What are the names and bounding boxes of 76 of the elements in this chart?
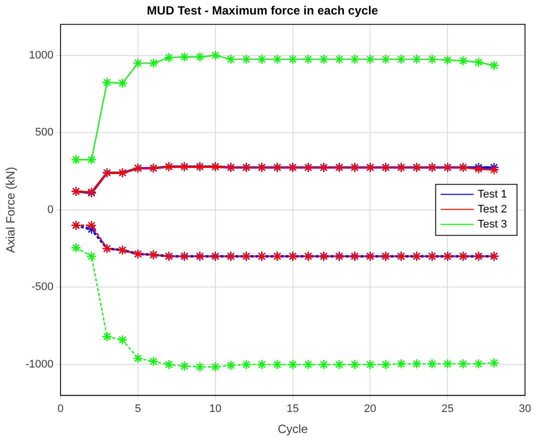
legend-label: Test 2 [478, 203, 508, 216]
point [380, 54, 391, 64]
point [179, 360, 190, 372]
point [256, 359, 267, 370]
point [102, 332, 112, 342]
point [132, 353, 144, 364]
y-axis-title: Axial Force (kN) [4, 166, 18, 253]
point [241, 54, 252, 64]
point [365, 359, 376, 370]
point [318, 54, 329, 64]
point [427, 358, 438, 369]
point [117, 78, 128, 88]
x-tick-label: 5 [134, 403, 142, 416]
point [334, 54, 344, 64]
legend-label: Test 1 [478, 188, 508, 200]
point [226, 360, 236, 370]
point [272, 54, 282, 64]
point [303, 359, 314, 370]
point [288, 359, 298, 370]
point [102, 77, 112, 88]
x-tick-label: 10 [209, 403, 222, 416]
x-axis-title: Cycle [278, 422, 308, 436]
point [148, 58, 159, 68]
point [350, 359, 360, 370]
point [396, 358, 406, 369]
point [241, 359, 252, 370]
point [194, 362, 205, 372]
point [288, 54, 298, 64]
point [164, 52, 174, 63]
point [318, 359, 329, 370]
point [365, 54, 376, 64]
y-tick-label: 1000 [29, 49, 54, 62]
point [86, 220, 97, 230]
point [488, 60, 500, 70]
point [210, 362, 220, 372]
x-tick-label: 15 [286, 403, 299, 416]
point [412, 358, 422, 369]
point [334, 359, 344, 370]
point [70, 154, 82, 165]
point [458, 56, 468, 66]
y-tick-label: 0 [47, 204, 54, 216]
chart-title: MUD Test - Maximum force in each cycle [146, 4, 378, 18]
y-tick-label: 500 [35, 126, 54, 139]
point [148, 356, 159, 366]
point [132, 58, 144, 68]
x-tick-label: 30 [518, 403, 532, 416]
x-tick-label: 25 [441, 403, 454, 416]
point [210, 50, 220, 60]
point [194, 52, 205, 62]
point [350, 54, 360, 64]
x-tick-label: 20 [364, 403, 376, 416]
point [442, 358, 453, 369]
point [473, 57, 484, 68]
legend-label: Test 3 [478, 218, 508, 230]
point [488, 358, 500, 368]
point [256, 54, 267, 64]
point [427, 54, 438, 64]
point [117, 334, 128, 345]
y-tick-label: -500 [32, 281, 54, 294]
point [86, 251, 97, 262]
point [303, 54, 314, 64]
point [380, 359, 391, 370]
point [442, 54, 453, 66]
point [86, 154, 97, 165]
point [164, 359, 174, 370]
point [458, 358, 468, 369]
point [70, 242, 82, 253]
point [226, 54, 236, 64]
x-tick-label: 0 [57, 403, 64, 416]
point [396, 54, 406, 64]
y-tick-label: -1000 [25, 358, 54, 371]
point [488, 164, 500, 175]
point [412, 54, 422, 64]
point [272, 359, 282, 370]
point [473, 358, 484, 369]
point [179, 52, 190, 62]
